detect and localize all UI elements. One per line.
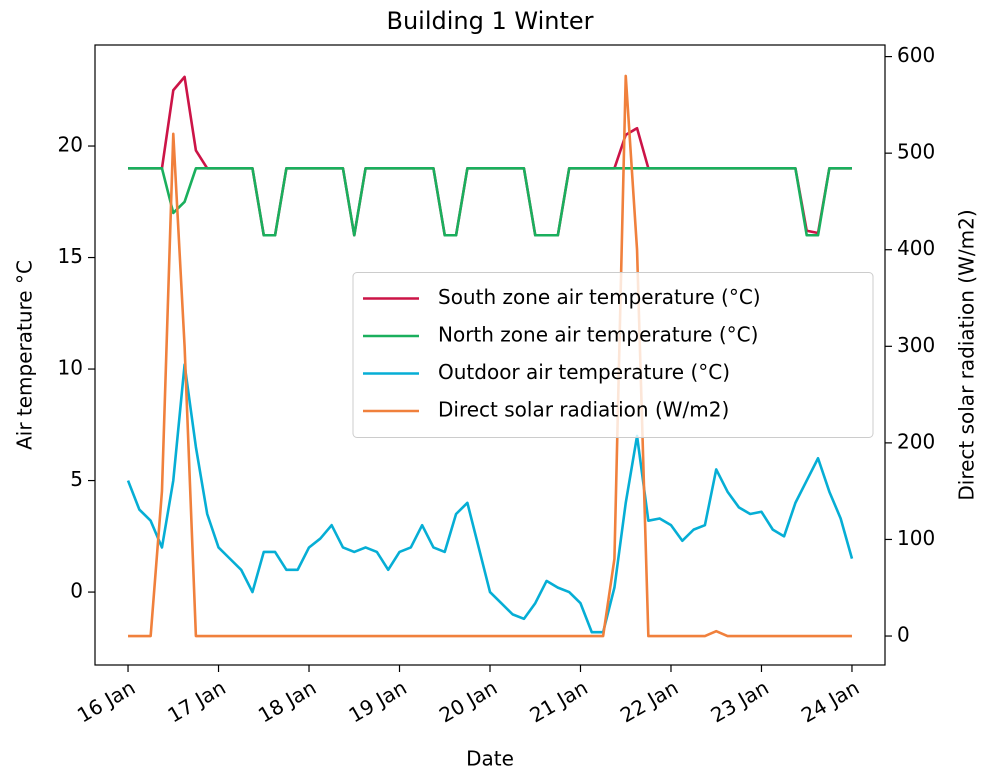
y-tick-label: 0	[70, 579, 83, 603]
y-tick-label: 10	[58, 356, 83, 380]
series-line	[128, 74, 852, 638]
series-line	[126, 363, 854, 634]
y-tick-label: 5	[70, 467, 83, 491]
x-tick-label: 21 Jan	[525, 675, 591, 727]
x-tick-label: 23 Jan	[706, 675, 772, 727]
y-tick-label: 15	[58, 244, 83, 268]
x-tick-label: 20 Jan	[435, 675, 501, 727]
legend-label: South zone air temperature (°C)	[438, 285, 761, 309]
chart-title: Building 1 Winter	[386, 7, 593, 35]
x-tick-label: 16 Jan	[73, 675, 139, 727]
y-axis-label: Air temperature °C	[13, 260, 37, 450]
x-tick-label: 17 Jan	[164, 675, 230, 727]
y2-tick-label: 500	[897, 140, 935, 164]
series-line	[128, 75, 852, 237]
x-tick-label: 19 Jan	[345, 675, 411, 727]
legend: South zone air temperature (°C) North zon…	[352, 272, 874, 438]
y2-axis-label: Direct solar radiation (W/m2)	[955, 209, 979, 500]
x-tick-label: 22 Jan	[616, 675, 682, 727]
y2-tick-label: 200	[897, 429, 935, 453]
x-tick-label: 24 Jan	[797, 675, 863, 727]
y-tick-label: 20	[58, 133, 83, 157]
series-line	[128, 167, 852, 237]
y2-tick-label: 300	[897, 333, 935, 357]
legend-label: North zone air temperature (°C)	[438, 323, 758, 347]
y2-tick-label: 100	[897, 526, 935, 550]
y2-tick-label: 600	[897, 43, 935, 67]
legend-label: Outdoor air temperature (°C)	[438, 360, 730, 384]
y2-tick-label: 0	[897, 623, 910, 647]
x-axis-label: Date	[466, 747, 514, 771]
legend-box	[352, 272, 874, 438]
legend-label: Direct solar radiation (W/m2)	[438, 398, 729, 422]
y2-tick-label: 400	[897, 236, 935, 260]
plot-frame	[94, 44, 886, 666]
x-tick-label: 18 Jan	[254, 675, 320, 727]
